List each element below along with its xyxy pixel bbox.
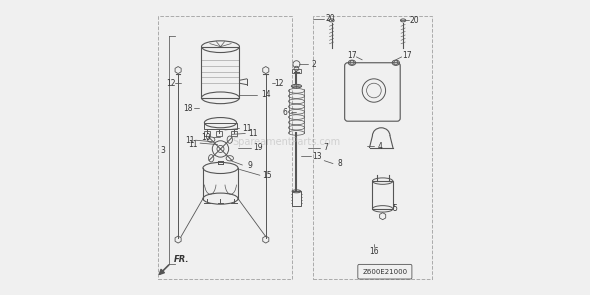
Text: 8: 8 xyxy=(338,159,343,168)
Text: 2: 2 xyxy=(312,60,316,69)
Text: 16: 16 xyxy=(369,247,379,256)
Bar xyxy=(158,16,292,279)
Text: 9: 9 xyxy=(247,161,252,170)
Text: 12: 12 xyxy=(274,79,284,88)
Text: 12: 12 xyxy=(166,79,176,88)
Text: 13: 13 xyxy=(312,152,322,161)
Text: Z600E21000: Z600E21000 xyxy=(362,269,408,275)
Text: 11: 11 xyxy=(242,124,251,133)
Text: 15: 15 xyxy=(263,171,272,180)
Bar xyxy=(204,123,237,129)
Text: FR.: FR. xyxy=(173,255,189,264)
Text: 6: 6 xyxy=(283,108,287,117)
Text: 11: 11 xyxy=(185,136,195,145)
Bar xyxy=(292,191,301,206)
Text: 5: 5 xyxy=(392,204,397,213)
Text: 17: 17 xyxy=(403,51,412,60)
Text: 3: 3 xyxy=(160,146,165,155)
Bar xyxy=(216,132,222,136)
Text: 18: 18 xyxy=(183,104,193,113)
Bar xyxy=(372,181,393,209)
Bar xyxy=(202,47,240,98)
Text: 20: 20 xyxy=(325,14,335,23)
Text: SpareamentParts.com: SpareamentParts.com xyxy=(232,137,340,147)
Text: 14: 14 xyxy=(261,90,271,99)
Text: 20: 20 xyxy=(410,16,419,25)
Bar xyxy=(231,132,237,136)
Text: 10: 10 xyxy=(201,133,211,142)
Text: 11: 11 xyxy=(189,140,198,149)
Bar xyxy=(292,70,301,73)
Text: 11: 11 xyxy=(248,129,258,138)
Bar xyxy=(313,16,432,279)
Text: 19: 19 xyxy=(254,143,263,152)
Text: 4: 4 xyxy=(378,142,382,150)
Text: 7: 7 xyxy=(323,143,328,152)
Text: 17: 17 xyxy=(347,51,357,60)
Bar xyxy=(204,132,210,136)
